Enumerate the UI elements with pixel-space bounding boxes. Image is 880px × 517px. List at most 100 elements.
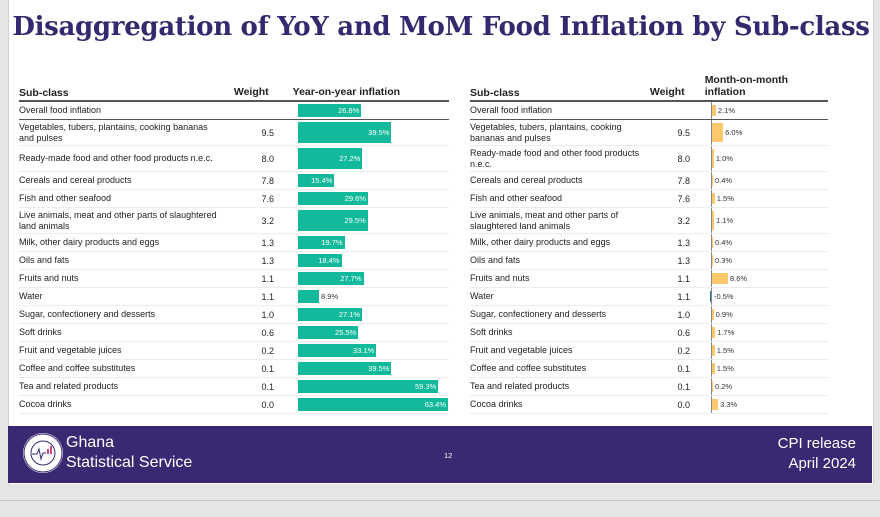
mom-data-label: 0.4% [715, 176, 733, 185]
weight-value: 1.0 [677, 309, 690, 320]
weight-value: 0.1 [677, 363, 690, 374]
bar-cell: 39.5% [274, 120, 449, 145]
mom-data-label: 1.1% [716, 216, 734, 225]
subclass-name: Cereals and cereal products [19, 175, 132, 186]
bar-cell: 3.3% [690, 396, 828, 413]
subclass-name: Overall food inflation [470, 105, 553, 116]
bar-cell: 19.7% [274, 234, 449, 251]
table-row: Fish and other seafood 7.6 29.6% [19, 190, 449, 208]
organization-name: Ghana Statistical Service [66, 433, 192, 473]
bar-cell: 1.5% [690, 342, 828, 359]
subclass-name: Cereals and cereal products [470, 175, 583, 186]
yoy-data-label: 8.9% [321, 292, 339, 301]
weight-value: 9.5 [677, 127, 690, 138]
zero-axis-line [711, 172, 712, 189]
subclass-name: Fruits and nuts [470, 273, 530, 284]
bar-cell: 8.9% [274, 288, 449, 305]
subclass-name: Water [470, 291, 494, 302]
window-divider [0, 500, 880, 501]
table-row: Vegetables, tubers, plantains, cooking b… [19, 120, 449, 146]
table-row: Tea and related products 0.1 0.2% [470, 378, 828, 396]
slide-title: Disaggregation of YoY and MoM Food Infla… [12, 12, 870, 42]
mom-bar [710, 291, 711, 302]
zero-axis-line [711, 270, 712, 287]
table-row: Sugar, confectionery and desserts 1.0 27.1… [19, 306, 449, 324]
yoy-bar: 18.4% [298, 254, 342, 267]
bar-cell: 6.0% [690, 120, 828, 145]
zero-axis-line [711, 360, 712, 377]
subclass-name: Ready-made food and other food products … [470, 148, 640, 169]
bar-cell: 0.9% [690, 306, 828, 323]
subclass-name: Cocoa drinks [19, 399, 72, 410]
zero-axis-line [711, 146, 712, 171]
zero-axis-line [711, 252, 712, 269]
bar-cell: 59.3% [274, 378, 449, 395]
weight-value: 9.5 [261, 127, 274, 138]
yoy-bar: 25.5% [298, 326, 359, 339]
mom-data-label: 1.5% [716, 194, 734, 203]
weight-value: 1.1 [677, 291, 690, 302]
mom-bar [712, 399, 719, 410]
table-row: Cereals and cereal products 7.8 15.4% [19, 172, 449, 190]
bar-cell: 1.5% [690, 360, 828, 377]
weight-value: 0.1 [677, 381, 690, 392]
bar-cell: 2.1% [690, 102, 828, 119]
table-row: Ready-made food and other food products … [470, 146, 828, 172]
bar-cell: 0.4% [690, 172, 828, 189]
weight-value: 0.0 [261, 399, 274, 410]
bar-cell: 1.1% [690, 208, 828, 233]
yoy-bar: 27.1% [298, 308, 363, 321]
org-line-2: Statistical Service [66, 454, 193, 471]
bar-cell: 27.2% [274, 146, 449, 171]
weight-value: 0.2 [677, 345, 690, 356]
subclass-name: Fruit and vegetable juices [19, 345, 122, 356]
zero-axis-line [711, 102, 712, 119]
zero-axis-line [711, 306, 712, 323]
yoy-bar: 15.4% [298, 174, 335, 187]
table-row: Soft drinks 0.6 25.5% [19, 324, 449, 342]
page-number: 12 [444, 451, 453, 460]
mom-bar [712, 175, 713, 186]
weight-value: 0.2 [261, 345, 274, 356]
table-row: Fish and other seafood 7.6 1.5% [470, 190, 828, 208]
weight-value: 1.1 [677, 273, 690, 284]
mom-data-label: 1.7% [717, 328, 735, 337]
yoy-bar: 19.7% [298, 236, 345, 249]
mom-bar [712, 273, 728, 284]
subclass-name: Coffee and coffee substitutes [470, 363, 587, 374]
table-row: Sugar, confectionery and desserts 1.0 0.9% [470, 306, 828, 324]
mom-table: Sub-class Weight Month-on-month inflatio… [470, 74, 828, 414]
bar-cell: 15.4% [274, 172, 449, 189]
weight-value: 3.2 [261, 215, 274, 226]
table-row: Water 1.1 -0.5% [470, 288, 828, 306]
subclass-name: Live animals, meat and other parts of sl… [19, 210, 217, 231]
weight-value: 1.1 [261, 273, 274, 284]
yoy-bar: 26.8% [298, 104, 362, 117]
table-row: Tea and related products 0.1 59.3% [19, 378, 449, 396]
table-row: Milk, other dairy products and eggs 1.3 19… [19, 234, 449, 252]
mom-bar [712, 363, 715, 374]
mom-data-label: 2.1% [717, 106, 736, 115]
header-weight: Weight [649, 86, 685, 98]
weight-value: 0.1 [261, 381, 274, 392]
mom-bar [712, 149, 714, 168]
bar-cell: 1.7% [690, 324, 828, 341]
subclass-name: Coffee and coffee substitutes [19, 363, 136, 374]
table-row: Overall food inflation 2.1% [470, 102, 828, 120]
weight-value: 1.0 [261, 309, 274, 320]
weight-value: 0.1 [261, 363, 274, 374]
mom-bar [712, 255, 713, 266]
zero-axis-line [711, 396, 712, 413]
zero-axis-line [711, 288, 712, 305]
zero-axis-line [711, 190, 712, 207]
zero-axis-line [711, 234, 712, 251]
subclass-name: Cocoa drinks [470, 399, 523, 410]
subclass-name: Live animals, meat and other parts of sl… [470, 210, 619, 231]
table-row: Fruits and nuts 1.1 8.6% [470, 270, 828, 288]
table-row: Ready-made food and other food products … [19, 146, 449, 172]
table-row: Overall food inflation 26.8% [19, 102, 449, 120]
weight-value: 3.2 [677, 215, 690, 226]
ghana-statistical-service-logo-icon [23, 433, 63, 473]
zero-axis-line [711, 342, 712, 359]
footer-bar: Ghana Statistical Service 12 CPI release… [8, 426, 872, 483]
